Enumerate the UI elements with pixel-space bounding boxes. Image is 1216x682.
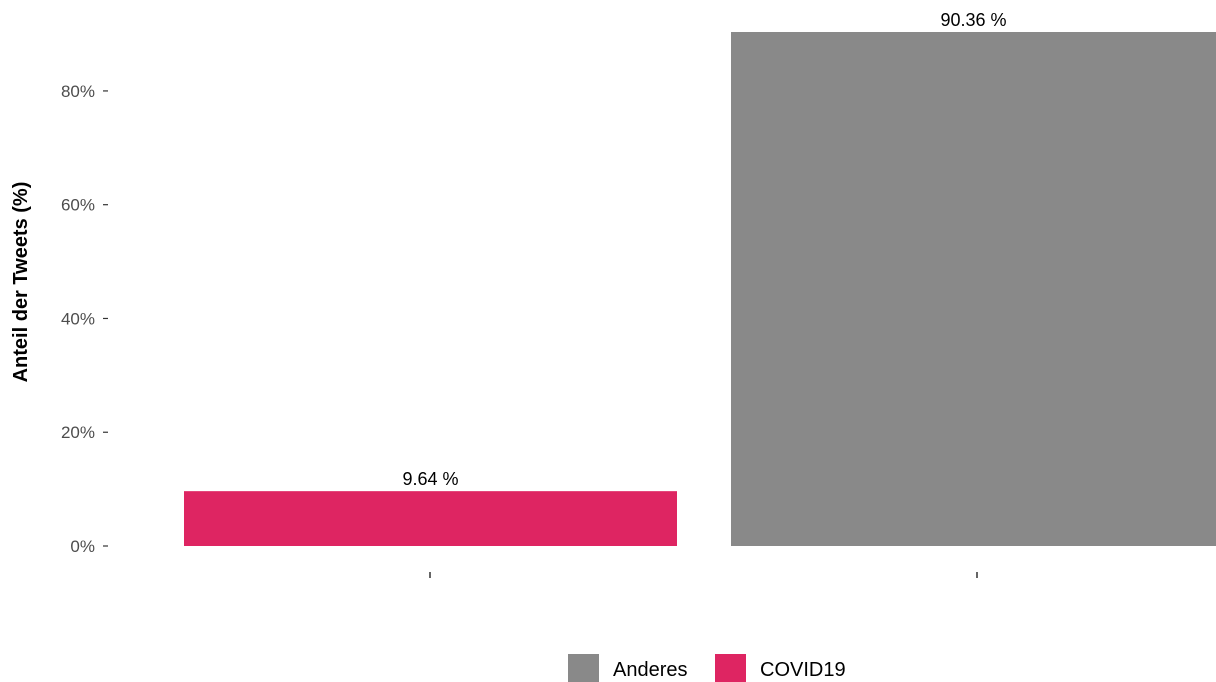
legend: Anderes COVID19 bbox=[568, 654, 846, 682]
y-tick-label: 60% bbox=[61, 196, 95, 215]
data-label-covid19: 9.64 % bbox=[402, 469, 458, 489]
y-tick-label: 80% bbox=[61, 82, 95, 101]
bar-covid19 bbox=[184, 491, 677, 546]
legend-label-anderes: Anderes bbox=[613, 659, 688, 681]
bar-anderes bbox=[731, 32, 1216, 546]
bars: 9.64 % 90.36 % bbox=[184, 10, 1216, 546]
y-tick-label: 0% bbox=[70, 537, 95, 556]
legend-swatch-anderes bbox=[568, 654, 599, 682]
y-axis: 0% 20% 40% 60% 80% bbox=[61, 82, 108, 556]
legend-label-covid19: COVID19 bbox=[760, 659, 846, 681]
x-ticks bbox=[429, 572, 978, 578]
y-tick-label: 20% bbox=[61, 423, 95, 442]
y-tick-label: 40% bbox=[61, 309, 95, 328]
y-axis-label: Anteil der Tweets (%) bbox=[10, 182, 32, 383]
legend-swatch-covid19 bbox=[715, 654, 746, 682]
data-label-anderes: 90.36 % bbox=[940, 10, 1006, 30]
